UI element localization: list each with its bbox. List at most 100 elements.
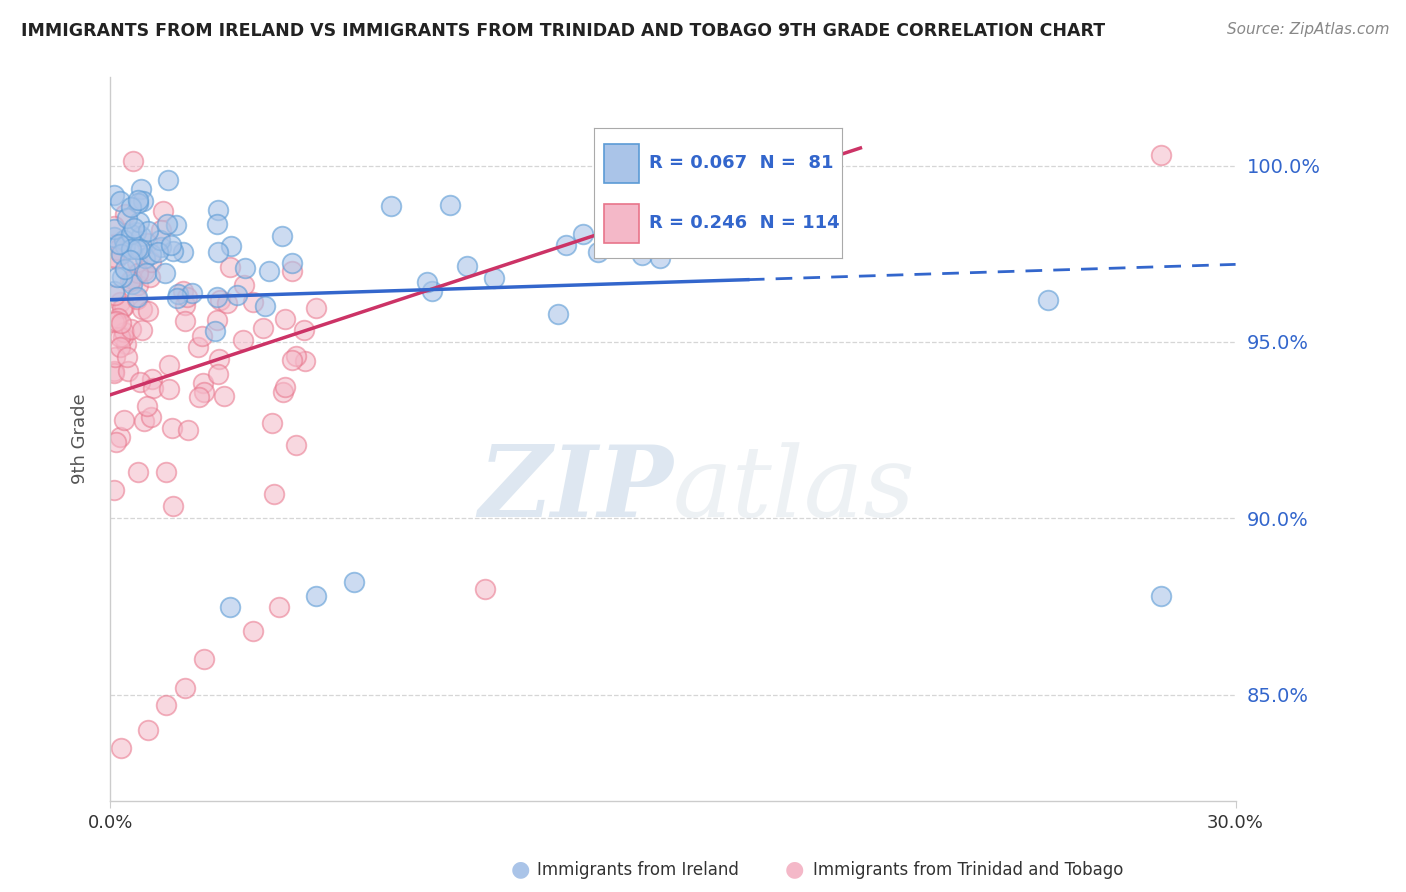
Point (114, 239, 136, 253)
Point (193, 384, 215, 399)
Point (212, 389, 235, 403)
Point (103, 366, 125, 380)
Point (257, 264, 280, 278)
Point (193, 652, 215, 666)
Point (129, 375, 152, 389)
Point (150, 240, 173, 254)
Text: Source: ZipAtlas.com: Source: ZipAtlas.com (1226, 22, 1389, 37)
Point (547, 307, 569, 321)
Point (1149, 589, 1171, 603)
Point (207, 367, 229, 381)
Point (139, 409, 162, 424)
Point (141, 247, 163, 261)
Y-axis label: 9th Grade: 9th Grade (72, 393, 89, 484)
Text: ●: ● (785, 860, 804, 880)
Point (139, 255, 162, 269)
Point (205, 290, 228, 304)
Point (103, 285, 125, 299)
Point (134, 251, 156, 265)
Point (108, 330, 131, 344)
Point (103, 483, 125, 497)
Point (112, 299, 135, 313)
Point (156, 173, 179, 187)
Point (103, 364, 125, 378)
Point (120, 322, 142, 336)
Point (305, 301, 328, 315)
Point (103, 237, 125, 252)
Point (219, 239, 242, 253)
Point (112, 413, 135, 427)
Point (115, 211, 138, 225)
Point (132, 264, 155, 278)
Point (193, 376, 215, 390)
Point (157, 358, 180, 372)
Point (103, 229, 125, 244)
Point (127, 242, 149, 256)
Point (115, 337, 138, 351)
Point (160, 238, 183, 252)
Point (172, 285, 194, 299)
Point (115, 351, 138, 365)
Point (225, 288, 247, 302)
Point (110, 246, 132, 260)
Point (131, 323, 153, 337)
Point (105, 269, 128, 284)
Point (155, 698, 177, 713)
Point (152, 204, 174, 219)
Point (177, 423, 200, 437)
Point (181, 286, 204, 301)
Point (103, 219, 125, 234)
Point (103, 188, 125, 202)
Point (233, 261, 256, 276)
Point (156, 217, 179, 231)
Point (136, 399, 159, 413)
Point (110, 194, 132, 208)
Point (285, 349, 308, 363)
Point (105, 434, 128, 449)
Point (343, 574, 366, 589)
Point (420, 284, 443, 298)
Point (263, 487, 285, 501)
Point (555, 238, 578, 252)
Point (281, 353, 304, 368)
Point (631, 247, 654, 261)
Point (174, 298, 197, 312)
Point (439, 197, 461, 211)
Point (149, 233, 172, 247)
Point (127, 195, 149, 210)
Point (139, 269, 162, 284)
Point (117, 364, 139, 378)
Text: IMMIGRANTS FROM IRELAND VS IMMIGRANTS FROM TRINIDAD AND TOBAGO 9TH GRADE CORRELA: IMMIGRANTS FROM IRELAND VS IMMIGRANTS FR… (21, 22, 1105, 40)
Point (118, 252, 141, 267)
Point (207, 244, 229, 259)
Point (127, 293, 149, 307)
Point (187, 340, 209, 354)
Point (136, 304, 159, 318)
Point (110, 740, 132, 755)
Point (571, 227, 593, 241)
Point (127, 266, 149, 280)
Point (474, 582, 496, 596)
Point (138, 225, 160, 239)
Point (141, 372, 163, 386)
Point (173, 314, 195, 328)
Point (121, 272, 143, 286)
Point (112, 325, 135, 339)
Point (112, 233, 135, 247)
Point (131, 182, 153, 196)
Point (121, 277, 143, 291)
Point (191, 328, 214, 343)
Point (120, 242, 142, 256)
Point (165, 218, 187, 232)
Point (274, 312, 297, 326)
Point (125, 226, 148, 240)
Point (416, 275, 439, 289)
Point (107, 311, 129, 326)
Point (122, 220, 145, 235)
Point (285, 438, 308, 452)
Point (219, 260, 242, 274)
Text: Immigrants from Trinidad and Tobago: Immigrants from Trinidad and Tobago (813, 861, 1123, 879)
Point (103, 315, 125, 329)
Point (114, 262, 136, 277)
Point (132, 414, 155, 428)
